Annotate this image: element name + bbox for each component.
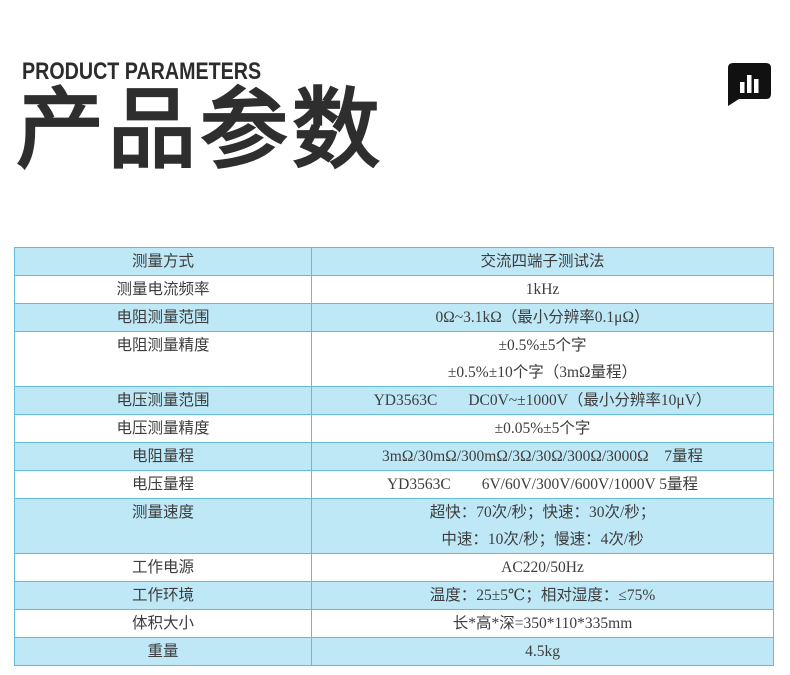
param-label: 电压量程: [131, 476, 194, 493]
table-row: 电压测量精度 ±0.05%±5个字: [14, 414, 774, 443]
param-value: YD3563C 6V/60V/300V/600V/1000V 5量程: [386, 476, 698, 493]
param-label: 电压测量范围: [116, 392, 210, 409]
param-value: 超快：70次/秒；快速：30次/秒；: [429, 504, 656, 521]
param-value: 1kHz: [525, 281, 560, 298]
param-value: ±0.5%±10个字（3mΩ量程）: [447, 364, 638, 381]
param-label: 电阻测量范围: [116, 309, 210, 326]
param-label: 电压测量精度: [116, 420, 210, 437]
param-label: 测量速度: [131, 504, 194, 521]
page-title: 产品参数: [16, 80, 385, 179]
table-row: 电阻测量范围 0Ω~3.1kΩ（最小分辨率0.1μΩ）: [14, 303, 774, 332]
table-row: 重量 4.5kg: [14, 637, 774, 666]
param-label: 电阻量程: [131, 448, 194, 465]
table-row: 电阻量程 3mΩ/30mΩ/300mΩ/3Ω/30Ω/300Ω/3000Ω 7量程: [14, 442, 774, 471]
table-row: 测量速度 超快：70次/秒；快速：30次/秒； 中速：10次/秒；慢速：4次/秒: [14, 498, 774, 554]
param-label: 测量方式: [131, 253, 194, 270]
param-value: 4.5kg: [525, 643, 560, 660]
param-value: 3mΩ/30mΩ/300mΩ/3Ω/30Ω/300Ω/3000Ω 7量程: [382, 448, 703, 465]
param-value: 0Ω~3.1kΩ（最小分辨率0.1μΩ）: [435, 309, 650, 326]
param-label: 电阻测量精度: [116, 337, 210, 354]
param-label: 工作环境: [131, 587, 194, 604]
param-label: 工作电源: [131, 559, 194, 576]
table-row: 工作电源 AC220/50Hz: [14, 553, 774, 582]
param-value: 交流四端子测试法: [480, 253, 605, 270]
section-eyebrow: PRODUCT PARAMETERS: [22, 58, 262, 85]
param-value: ±0.5%±5个字: [498, 337, 587, 354]
table-row: 电压量程 YD3563C 6V/60V/300V/600V/1000V 5量程: [14, 470, 774, 499]
table-row: 工作环境 温度：25±5℃；相对湿度：≤75%: [14, 581, 774, 610]
param-value: 温度：25±5℃；相对湿度：≤75%: [429, 587, 656, 604]
table-row: 测量方式 交流四端子测试法: [14, 247, 774, 276]
param-value: ±0.05%±5个字: [494, 420, 591, 437]
param-label: 重量: [147, 643, 179, 660]
param-label: 体积大小: [131, 615, 194, 632]
table-row: 电压测量范围 YD3563C DC0V~±1000V（最小分辨率10μV）: [14, 386, 774, 415]
spec-table: 测量方式 交流四端子测试法测量电流频率 1kHz 电阻测量范围 0Ω~3.1kΩ（最小分…: [14, 247, 774, 666]
param-value: 中速：10次/秒；慢速：4次/秒: [441, 531, 644, 548]
param-value: YD3563C DC0V~±1000V（最小分辨率10μV）: [373, 392, 712, 409]
param-value: AC220/50Hz: [501, 559, 584, 576]
table-row: 电阻测量精度 ±0.5%±5个字 ±0.5%±10个字（3mΩ量程）: [14, 331, 774, 387]
table-row: 测量电流频率 1kHz: [14, 275, 774, 304]
table-row: 体积大小 长*高*深=350*110*335mm: [14, 609, 774, 638]
param-value: 长*高*深=350*110*335mm: [452, 615, 633, 632]
param-label: 测量电流频率: [116, 281, 210, 298]
bar-chart-speech-bubble-icon: [724, 61, 772, 107]
